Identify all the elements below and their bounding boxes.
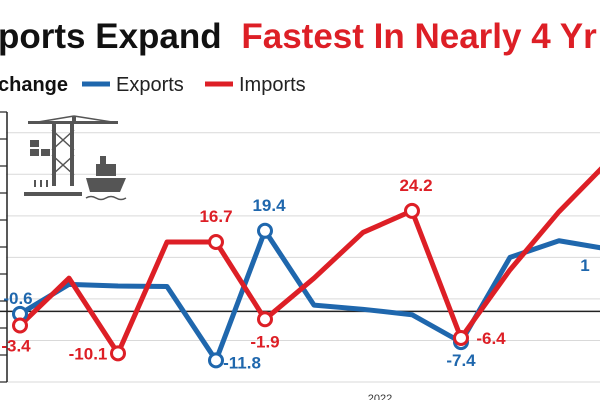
- data-marker: [12, 317, 28, 334]
- y-axis-label: change: [0, 74, 68, 96]
- port-crane-ship-icon: [24, 115, 127, 201]
- data-label: 16.7: [199, 207, 232, 226]
- data-marker: [208, 234, 224, 251]
- data-marker: [208, 352, 224, 369]
- series-line-exports: [17, 228, 600, 363]
- data-label: -3.4: [1, 337, 31, 356]
- label-layer: -0.6 -11.8 19.4 -7.4 1 -3.4 -10.1 16.7 -1.9 24.2 -…: [1, 176, 589, 373]
- data-label: -11.8: [223, 353, 261, 372]
- chart-title-part-2: Fastest In Nearly 4 Yr: [241, 17, 597, 56]
- chart-title-part-1: ports Expand: [0, 17, 222, 56]
- data-label: 24.2: [399, 176, 432, 195]
- data-label: 1: [580, 256, 589, 275]
- data-label: 19.4: [252, 196, 286, 215]
- chart-title: ports Expand Fastest In Nearly 4 Yr: [0, 17, 597, 56]
- data-label: -6.4: [476, 329, 506, 348]
- data-label: -1.9: [250, 332, 279, 351]
- data-label: -0.6: [3, 289, 32, 308]
- legend-label-exports: Exports: [116, 74, 184, 96]
- data-marker: [257, 311, 273, 328]
- data-marker: [453, 329, 469, 346]
- data-label: -7.4: [446, 351, 476, 370]
- legend-label-imports: Imports: [239, 74, 306, 96]
- legend: change Exports Imports: [0, 74, 306, 96]
- data-marker: [257, 222, 273, 239]
- data-label: -10.1: [69, 344, 108, 363]
- data-marker: [110, 345, 126, 362]
- x-tick-label: 2022: [368, 393, 392, 400]
- x-tick-layer: 2022: [368, 393, 392, 400]
- grid-layer: [0, 111, 600, 383]
- data-marker: [404, 202, 420, 219]
